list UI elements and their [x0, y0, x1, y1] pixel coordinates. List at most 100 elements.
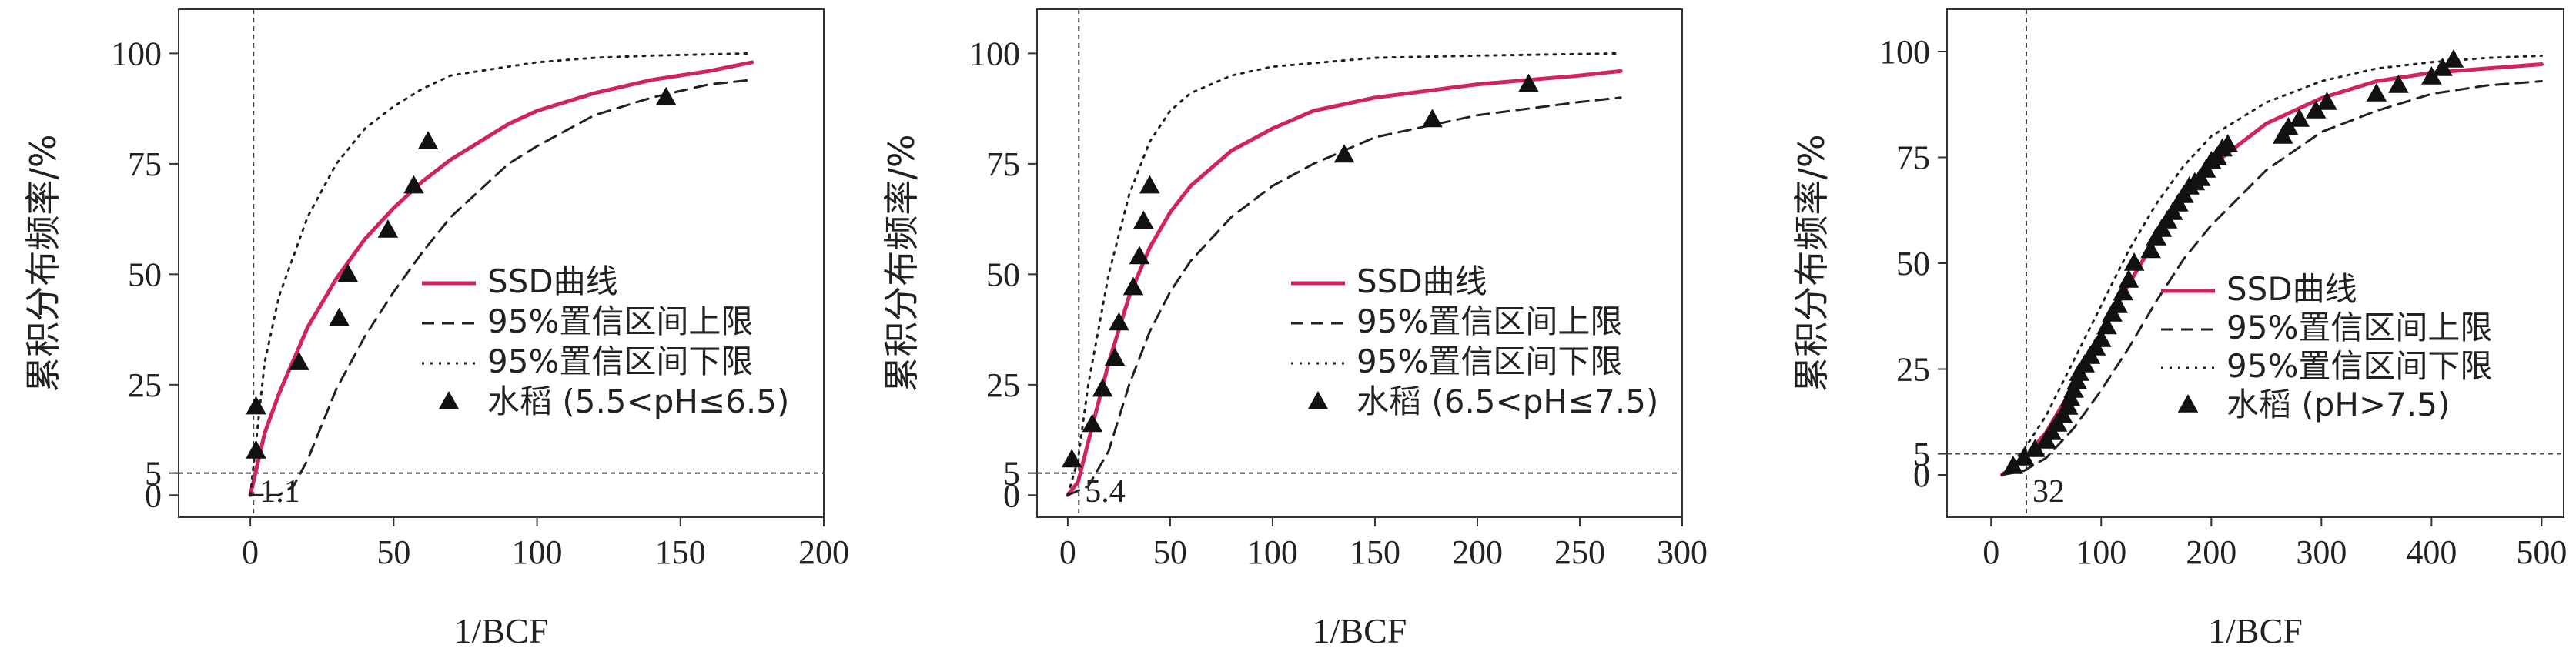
- hc5-value-label: 1.1: [259, 474, 300, 510]
- data-point-triangle: [2025, 439, 2046, 457]
- data-point-triangle: [655, 86, 677, 105]
- data-point-triangle: [2113, 282, 2134, 301]
- y-tick-label: 75: [986, 145, 1020, 183]
- data-point-triangle: [2118, 269, 2139, 288]
- data-point-triangle: [2278, 117, 2299, 135]
- data-point-triangle: [2366, 83, 2387, 102]
- x-axis-label: 1/BCF: [1313, 611, 1407, 650]
- data-point-triangle: [1109, 312, 1129, 331]
- data-point-triangle: [2421, 66, 2442, 85]
- x-tick-label: 200: [1452, 533, 1503, 571]
- data-point-triangle: [2388, 75, 2409, 93]
- data-point-triangle: [2305, 100, 2327, 119]
- data-point-triangle: [337, 263, 359, 282]
- data-point-triangle: [417, 131, 439, 149]
- data-point-triangle: [2123, 252, 2145, 271]
- x-tick-label: 200: [798, 533, 849, 571]
- data-point-triangle: [2317, 92, 2337, 110]
- data-point-triangle: [1518, 73, 1539, 92]
- data-point-triangle: [2002, 456, 2024, 474]
- y-axis-label: 累积分布频率/%: [881, 134, 922, 392]
- y-tick-label: 0: [1913, 456, 1930, 494]
- x-tick-label: 0: [242, 533, 259, 571]
- y-tick-label: 50: [1896, 245, 1930, 282]
- y-tick-label: 5: [1913, 436, 1930, 473]
- legend-label: 水稻 (6.5<pH≤7.5): [1357, 383, 1658, 420]
- data-point-triangle: [1422, 109, 1443, 128]
- legend-label: 95%置信区间下限: [2226, 347, 2492, 385]
- legend-label: SSD曲线: [1357, 262, 1487, 300]
- legend-label: 水稻 (pH>7.5): [2226, 386, 2450, 423]
- ci-lower-line: [1066, 52, 1622, 496]
- plot-frame: [178, 8, 825, 518]
- ssd-panel-2: 0 50 100 150 200 250 300052550751001/BCF累积分布频率…: [881, 8, 1708, 650]
- x-tick-label: 0: [1982, 533, 1999, 571]
- x-tick-label: 100: [512, 533, 563, 571]
- data-point-triangle: [2140, 239, 2161, 259]
- x-tick-label: 500: [2516, 533, 2567, 571]
- y-tick-label: 25: [1896, 351, 1930, 389]
- ssd-curve-line: [248, 60, 754, 497]
- data-point-triangle: [1333, 144, 1355, 163]
- legend-swatch-points: [1307, 391, 1329, 409]
- data-point-triangle: [1122, 276, 1144, 296]
- ci-upper-line: [249, 79, 754, 496]
- data-point-triangle: [1129, 246, 1150, 265]
- legend-label: SSD曲线: [487, 262, 618, 300]
- x-tick-label: 0: [1059, 533, 1076, 571]
- x-tick-label: 150: [1350, 533, 1400, 571]
- legend-label: 95%置信区间上限: [487, 302, 753, 340]
- legend-swatch-points: [2177, 394, 2199, 413]
- data-point-triangle: [1104, 347, 1126, 366]
- legend-label: 水稻 (5.5<pH≤6.5): [487, 383, 789, 420]
- x-tick-label: 300: [2296, 533, 2347, 571]
- plot-frame: [1036, 8, 1683, 518]
- ssd-panel-1: 0 50 100 150 200052550751001/BCF累积分布频率/%1.1S…: [22, 8, 849, 650]
- data-point-triangle: [1061, 449, 1082, 468]
- data-point-triangle: [2107, 295, 2129, 313]
- x-tick-label: 50: [1153, 533, 1187, 571]
- ssd-panel-3: 0 100 200 300 400 500052550751001/BCF累积分布频率/%…: [1791, 8, 2567, 650]
- x-axis-label: 1/BCF: [454, 611, 549, 650]
- ci-upper-line: [1066, 96, 1622, 496]
- data-point-triangle: [377, 219, 399, 238]
- data-point-triangle: [289, 352, 309, 370]
- x-tick-label: 150: [655, 533, 706, 571]
- y-tick-label: 25: [986, 366, 1020, 404]
- y-tick-label: 25: [128, 366, 162, 404]
- legend-swatch-points: [438, 391, 460, 409]
- legend-label: SSD曲线: [2226, 270, 2357, 308]
- x-tick-label: 300: [1657, 533, 1708, 571]
- data-point-triangle: [2090, 329, 2112, 347]
- data-point-triangle: [1139, 175, 1160, 194]
- x-tick-label: 50: [376, 533, 410, 571]
- data-point-triangle: [1133, 210, 1154, 229]
- x-tick-label: 200: [2186, 533, 2236, 571]
- legend-label: 95%置信区间上限: [1357, 302, 1622, 340]
- y-tick-label: 100: [969, 35, 1020, 72]
- y-tick-label: 5: [1003, 455, 1020, 493]
- y-tick-label: 50: [986, 256, 1020, 293]
- y-tick-label: 5: [145, 455, 162, 493]
- x-tick-label: 100: [1247, 533, 1298, 571]
- data-point-triangle: [2432, 58, 2453, 76]
- data-point-triangle: [246, 396, 266, 415]
- y-tick-label: 75: [1896, 139, 1930, 177]
- ci-lower-line: [2001, 55, 2543, 476]
- y-tick-label: 0: [1003, 476, 1020, 514]
- x-tick-label: 100: [2076, 533, 2126, 571]
- data-point-triangle: [2013, 447, 2035, 466]
- data-point-triangle: [2217, 134, 2239, 152]
- x-tick-label: 250: [1554, 533, 1605, 571]
- data-point-triangle: [2289, 109, 2310, 127]
- y-tick-label: 50: [128, 256, 162, 293]
- hc5-value-label: 32: [2032, 474, 2065, 510]
- y-axis-label: 累积分布频率/%: [22, 134, 64, 392]
- data-point-triangle: [2443, 49, 2464, 68]
- x-tick-label: 400: [2406, 533, 2457, 571]
- data-point-triangle: [1082, 413, 1103, 433]
- y-tick-label: 0: [145, 476, 162, 514]
- data-point-triangle: [329, 307, 350, 326]
- data-point-triangle: [1092, 378, 1113, 397]
- ssd-curve-line: [1066, 69, 1623, 497]
